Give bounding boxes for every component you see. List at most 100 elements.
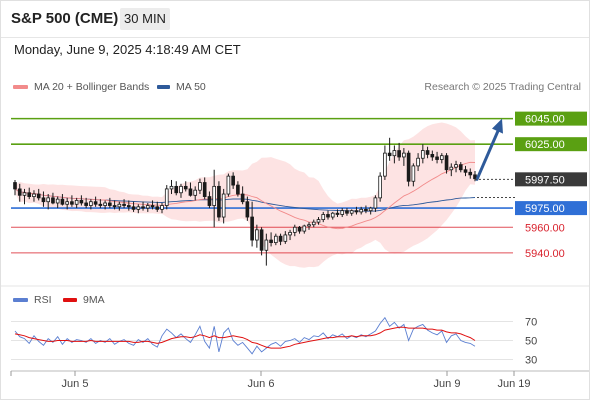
candle-body (13, 182, 17, 190)
candle (255, 224, 259, 248)
timestamp: Monday, June 9, 2025 4:18:49 AM CET (14, 42, 241, 57)
legend-label-ma20: MA 20 + Bollinger Bands (34, 81, 150, 93)
candle-body (207, 196, 212, 206)
candle (32, 190, 36, 202)
candle (345, 208, 349, 216)
legend-swatch-ma50 (157, 85, 170, 89)
candle-body (160, 205, 164, 210)
candle-body (463, 169, 468, 173)
candle (93, 196, 98, 207)
candle-body (439, 155, 444, 160)
candle-body (444, 155, 449, 171)
candle-body (297, 226, 302, 232)
candle (126, 200, 131, 211)
candle-body (292, 226, 297, 233)
candle (41, 191, 46, 207)
data-credit: Research © 2025 Trading Central (424, 81, 581, 93)
candle-body (117, 203, 122, 208)
candle-body (378, 175, 382, 199)
candle-body (226, 175, 231, 195)
timeframe-badge[interactable]: 30 MIN (120, 8, 170, 30)
candle (226, 173, 231, 197)
candle-body (321, 214, 326, 220)
candle (468, 168, 473, 179)
candle (264, 233, 269, 266)
candle-body (345, 210, 349, 214)
candle (302, 224, 307, 234)
candle-body (364, 208, 368, 212)
candle-body (473, 174, 477, 180)
candle (335, 209, 340, 218)
rsi-tick-label: 50 (525, 336, 537, 348)
rsi-tick-label: 70 (525, 317, 537, 329)
candle-body (169, 185, 174, 190)
instrument-title: S&P 500 (CME) (11, 10, 119, 27)
last-price-label: 5997.50 (525, 174, 565, 186)
candle-body (150, 205, 155, 208)
candle-body (93, 201, 98, 205)
candle (274, 233, 278, 246)
candle (421, 144, 425, 164)
candle (179, 183, 183, 198)
candle-body (278, 235, 283, 242)
candle (141, 201, 145, 211)
candle-body (425, 150, 430, 155)
candle (297, 225, 302, 234)
candle-body (240, 193, 245, 203)
candle-body (55, 198, 60, 204)
candle-body (131, 206, 136, 210)
candle (117, 201, 122, 211)
candle (283, 231, 288, 244)
candle-body (145, 205, 150, 209)
candle (231, 172, 235, 189)
candle-body (302, 225, 307, 232)
level-label-6025.00: 6025.00 (525, 139, 565, 151)
candle (250, 201, 254, 247)
candle (326, 210, 330, 220)
candle (444, 153, 449, 174)
candle-body (255, 229, 259, 241)
rsi-line (14, 316, 476, 355)
candle-body (136, 206, 141, 210)
candle-body (122, 203, 126, 206)
last-price-tag (515, 172, 587, 187)
candle (288, 229, 292, 241)
candle (359, 206, 364, 215)
candle (122, 199, 126, 209)
candle-body (245, 201, 250, 218)
candle (193, 186, 198, 201)
candle-body (392, 150, 397, 157)
candle (60, 194, 65, 206)
level-tag-6045.00 (515, 111, 587, 126)
candle (316, 217, 321, 225)
candle-body (288, 231, 292, 236)
candle (217, 181, 221, 221)
candle-body (283, 234, 288, 242)
candle (269, 232, 273, 247)
candle-body (326, 214, 330, 218)
candle (27, 187, 32, 200)
candle-body (316, 219, 321, 223)
candle-body (368, 207, 373, 212)
candle-body (421, 150, 425, 159)
candle-body (269, 239, 273, 244)
candle-body (126, 205, 131, 208)
rsi-ma-line (14, 326, 476, 349)
candle (169, 179, 174, 195)
candle (402, 148, 406, 166)
candle (131, 201, 136, 212)
candle (330, 211, 335, 220)
candle-body (335, 212, 340, 215)
candle (463, 165, 468, 177)
candle (164, 185, 169, 210)
candle-body (141, 206, 145, 209)
candle-body (17, 188, 22, 196)
candle-body (89, 201, 93, 206)
candle (449, 163, 454, 177)
candle-body (103, 202, 107, 206)
candle-body (231, 175, 235, 186)
level-tag-6025.00 (515, 137, 587, 152)
candle (212, 169, 216, 228)
